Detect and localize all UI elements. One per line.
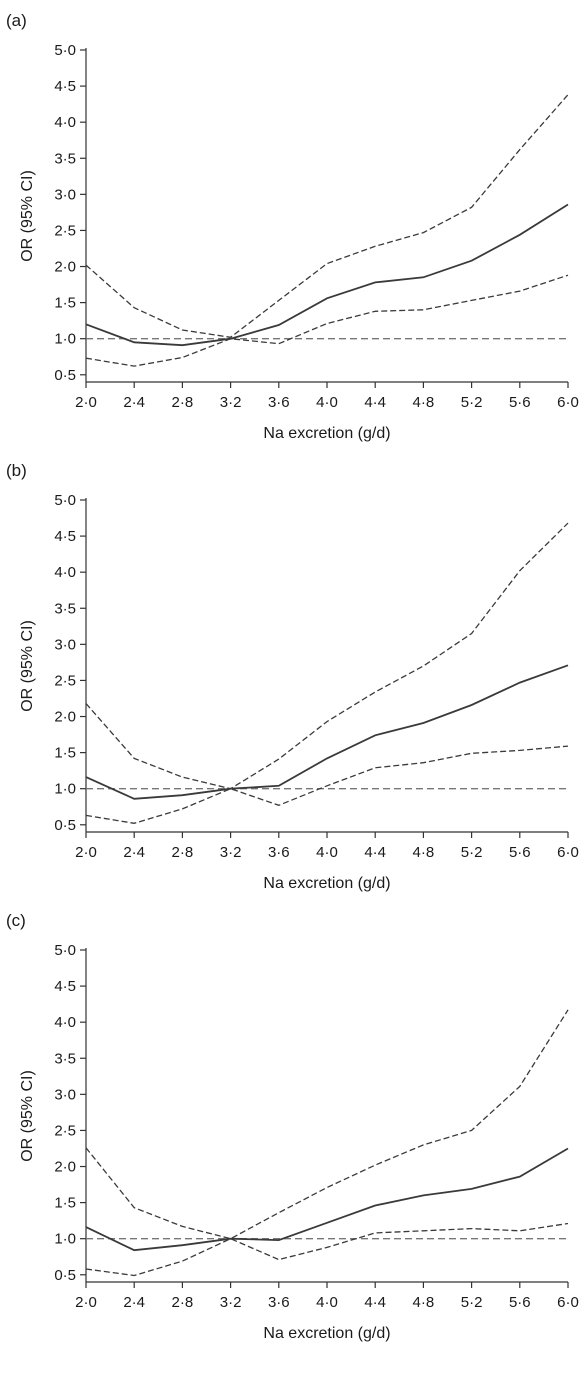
x-tick-label: 6·0: [557, 394, 579, 411]
x-tick-label: 2·8: [172, 1294, 194, 1311]
x-tick-label: 3·6: [268, 844, 290, 861]
y-axis-title: OR (95% CI): [19, 620, 36, 712]
ci-lower-series-line: [85, 1222, 569, 1277]
x-tick-label: 3·2: [220, 844, 242, 861]
panel-label: (c): [6, 911, 26, 930]
y-tick-label: 0·5: [54, 367, 76, 384]
panel-label: (a): [6, 11, 27, 30]
x-tick-label: 3·6: [268, 394, 290, 411]
x-tick-label: 5·2: [461, 394, 483, 411]
x-tick-label: 5·6: [509, 394, 531, 411]
x-tick-label: 2·8: [172, 394, 194, 411]
y-tick-label: 1·0: [54, 781, 76, 798]
y-tick-label: 5·0: [54, 42, 76, 59]
x-tick-label: 2·0: [75, 394, 97, 411]
y-tick-label: 1·0: [54, 1231, 76, 1248]
x-axis-title: Na excretion (g/d): [263, 875, 390, 892]
panel-label: (b): [6, 461, 27, 480]
y-tick-label: 2·5: [54, 1122, 76, 1139]
ci-lower-series-line: [85, 274, 569, 367]
x-tick-label: 4·4: [364, 394, 386, 411]
y-tick-label: 3·5: [54, 150, 76, 167]
or-series-line: [85, 1147, 569, 1252]
x-tick-label: 4·0: [316, 394, 338, 411]
y-tick-label: 3·5: [54, 600, 76, 617]
y-tick-label: 2·0: [54, 259, 76, 276]
y-tick-label: 1·5: [54, 1195, 76, 1212]
x-axis-title: Na excretion (g/d): [263, 1325, 390, 1342]
x-tick-label: 5·2: [461, 844, 483, 861]
x-tick-label: 5·6: [509, 1294, 531, 1311]
x-tick-label: 4·0: [316, 1294, 338, 1311]
y-tick-label: 1·5: [54, 295, 76, 312]
or-series-line: [85, 664, 569, 800]
x-tick-label: 4·4: [364, 844, 386, 861]
x-tick-label: 4·0: [316, 844, 338, 861]
y-tick-label: 2·5: [54, 672, 76, 689]
x-tick-label: 2·0: [75, 1294, 97, 1311]
y-tick-label: 4·5: [54, 978, 76, 995]
y-tick-label: 3·5: [54, 1050, 76, 1067]
y-tick-label: 3·0: [54, 1086, 76, 1103]
y-tick-label: 4·5: [54, 528, 76, 545]
ci-lower-series-line: [85, 745, 569, 824]
y-tick-label: 1·5: [54, 745, 76, 762]
x-tick-label: 6·0: [557, 844, 579, 861]
or-series-line: [85, 203, 569, 347]
x-tick-label: 2·0: [75, 844, 97, 861]
y-tick-label: 5·0: [54, 492, 76, 509]
x-tick-label: 5·6: [509, 844, 531, 861]
y-tick-label: 2·5: [54, 222, 76, 239]
y-tick-label: 4·5: [54, 78, 76, 95]
y-tick-label: 3·0: [54, 186, 76, 203]
chart-panel-c: (c) 0·5 1·0 1·5 2·0 2·5 3·0 3·5 4·0 4·5 5·0 2·0 2·4 2…: [6, 911, 579, 1342]
y-tick-label: 4·0: [54, 114, 76, 131]
x-tick-label: 3·2: [220, 394, 242, 411]
ci-upper-series-line: [85, 1009, 569, 1240]
x-tick-label: 2·4: [123, 1294, 145, 1311]
x-tick-label: 3·2: [220, 1294, 242, 1311]
y-tick-label: 1·0: [54, 331, 76, 348]
ci-upper-series-line: [85, 522, 569, 790]
chart-panel-a: (a) 0·5 1·0 1·5 2·0 2·5 3·0 3·5 4·0 4·5 5·0 2·0 2·4 2…: [6, 11, 579, 442]
y-tick-label: 5·0: [54, 942, 76, 959]
ci-upper-series-line: [85, 94, 569, 338]
y-tick-label: 2·0: [54, 1159, 76, 1176]
x-tick-label: 3·6: [268, 1294, 290, 1311]
x-tick-label: 6·0: [557, 1294, 579, 1311]
x-tick-label: 4·8: [413, 394, 435, 411]
x-tick-label: 5·2: [461, 1294, 483, 1311]
x-axis-title: Na excretion (g/d): [263, 425, 390, 442]
x-tick-label: 2·4: [123, 844, 145, 861]
y-tick-label: 2·0: [54, 709, 76, 726]
x-tick-label: 4·8: [413, 1294, 435, 1311]
x-tick-label: 2·4: [123, 394, 145, 411]
y-tick-label: 0·5: [54, 1267, 76, 1284]
chart-panel-b: (b) 0·5 1·0 1·5 2·0 2·5 3·0 3·5 4·0 4·5 5·0 2·0 2·4 2…: [6, 461, 579, 892]
y-tick-label: 0·5: [54, 817, 76, 834]
x-tick-label: 2·8: [172, 844, 194, 861]
y-axis-title: OR (95% CI): [19, 170, 36, 262]
y-axis-title: OR (95% CI): [19, 1070, 36, 1162]
x-tick-label: 4·4: [364, 1294, 386, 1311]
y-tick-label: 4·0: [54, 564, 76, 581]
y-tick-label: 3·0: [54, 636, 76, 653]
x-tick-label: 4·8: [413, 844, 435, 861]
y-tick-label: 4·0: [54, 1014, 76, 1031]
